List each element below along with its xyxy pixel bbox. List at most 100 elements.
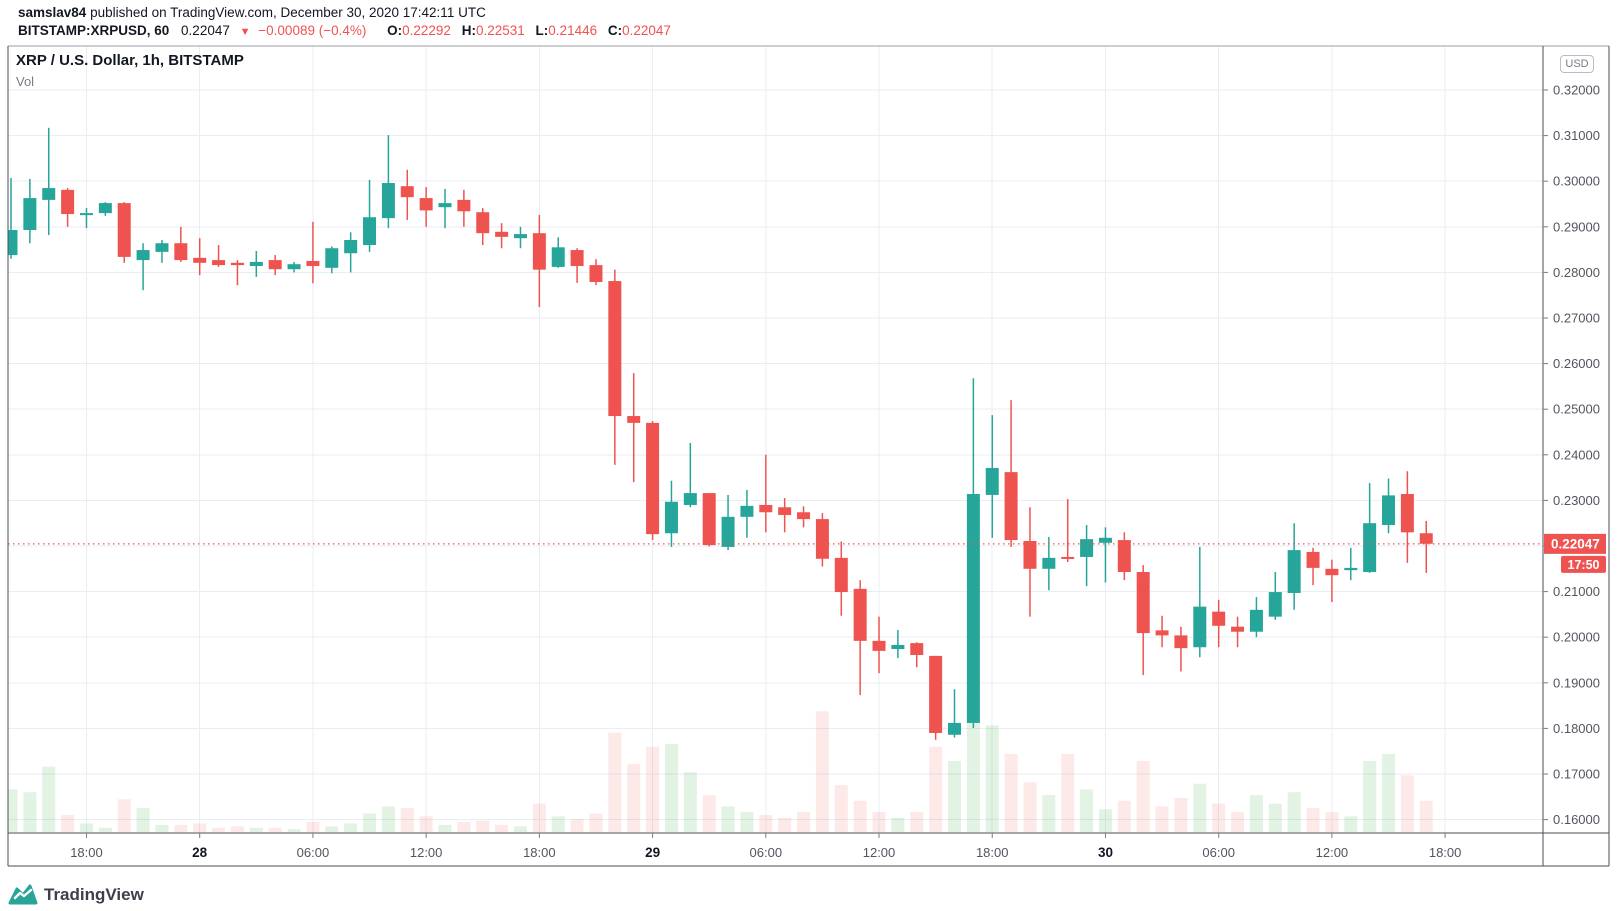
candle-body [476,212,490,234]
candle-body [1117,540,1131,572]
candle-body [42,188,56,200]
volume-bar [42,766,56,832]
candle-body [834,557,848,593]
candle-body [61,189,75,215]
time-axis-label: 06:00 [297,845,330,860]
volume-bar [344,823,358,832]
volume-bar [419,816,433,832]
last-price-badges: 0.22047 17:50 [1544,533,1606,573]
candle-body [702,493,716,546]
symbol-name: BITSTAMP:XRPUSD, 60 [18,23,170,38]
currency-toggle-button[interactable]: USD [1560,55,1594,73]
price-axis-label: 0.18000 [1553,721,1600,736]
byline: samslav84 published on TradingView.com, … [18,5,486,20]
volume-bar [759,814,773,832]
candle-body [570,250,584,267]
volume-bar [1193,783,1207,832]
volume-bar [551,816,565,832]
volume-bar [1382,753,1396,832]
volume-bar [608,732,622,832]
open-value: 0.22292 [402,23,451,38]
volume-bar [1400,775,1414,832]
close-label: C: [607,23,623,38]
candle-body [1231,626,1245,632]
volume-bar [1174,797,1188,832]
candle-body [98,203,112,214]
candle-body [1249,609,1263,632]
time-axis-label: 29 [645,845,660,860]
volume-bar [740,812,754,832]
low-label: L: [535,23,549,38]
volume-bar [1249,795,1263,832]
price-axis-label: 0.16000 [1553,812,1600,827]
candle-body [1155,630,1169,636]
countdown-badge [1561,555,1606,573]
candle-body [627,416,641,423]
candle-body [249,261,263,267]
candle-body [589,265,603,282]
high-label: H: [461,23,476,38]
volume-bar [1117,800,1131,832]
volume-bar [853,800,867,832]
volume-bar [249,827,263,832]
candle-body [457,199,471,212]
candle-body [136,250,150,261]
candle-body [306,261,320,267]
candle-body [230,262,244,266]
candle-body [8,229,18,256]
candle-body [853,588,867,641]
volume-bar [1080,789,1094,832]
volume-bars [8,697,1433,832]
candle-body [438,203,452,208]
time-axis[interactable]: 18:00 28 06:00 12:00 18:00 29 06:00 12:00 18:00 3… [70,833,1461,860]
tradingview-logo[interactable]: TradingView [8,882,144,908]
countdown-badge-text: 17:50 [1568,558,1600,572]
volume-bar [1042,795,1056,832]
volume-bar [306,822,320,832]
last-price: 0.22047 [181,23,230,38]
volume-bar [627,763,641,832]
price-badge-text: 0.22047 [1551,537,1600,552]
volume-bar [363,813,377,832]
volume-bar [1287,792,1301,832]
candle-body [1004,472,1018,541]
chart-frame [7,45,1610,867]
candle-body [155,243,169,252]
candle-body [1174,635,1188,649]
candle-body [1400,494,1414,533]
candle-body [759,504,773,513]
candle-body [891,644,905,650]
candle-body [815,519,829,559]
candle-body [551,247,565,267]
volume-bar [683,772,697,832]
candle-body [193,257,207,263]
volume-bar [702,795,716,832]
volume-bar [155,824,169,832]
candle-body [23,198,37,230]
candle-body [664,501,678,534]
volume-bar [646,746,660,832]
volume-bar [834,785,848,832]
symbol-info-bar: BITSTAMP:XRPUSD, 60 0.22047 ▼ −0.00089 (… [18,23,671,38]
volume-bar [1023,782,1037,832]
time-axis-label: 12:00 [1316,845,1349,860]
volume-bar [8,789,18,832]
volume-bar [910,812,924,832]
low-value: 0.21446 [548,23,598,38]
volume-bar [513,826,527,832]
candle-body [174,243,188,261]
volume-bar [721,806,735,832]
tradingview-logo-icon [8,884,38,905]
volume-bar [570,819,584,832]
price-axis-label: 0.29000 [1553,219,1600,234]
candle-body [1042,557,1056,569]
candle-body [1212,611,1226,626]
candle-body [1098,537,1112,543]
time-axis-label: 28 [192,845,208,860]
candle-body [532,233,546,270]
price-pane[interactable] [8,46,1543,833]
price-axis[interactable]: 0.16000 0.17000 0.18000 0.19000 0.20000 0.210… [1543,83,1600,828]
volume-bar [495,824,509,832]
candle-body [608,281,622,417]
